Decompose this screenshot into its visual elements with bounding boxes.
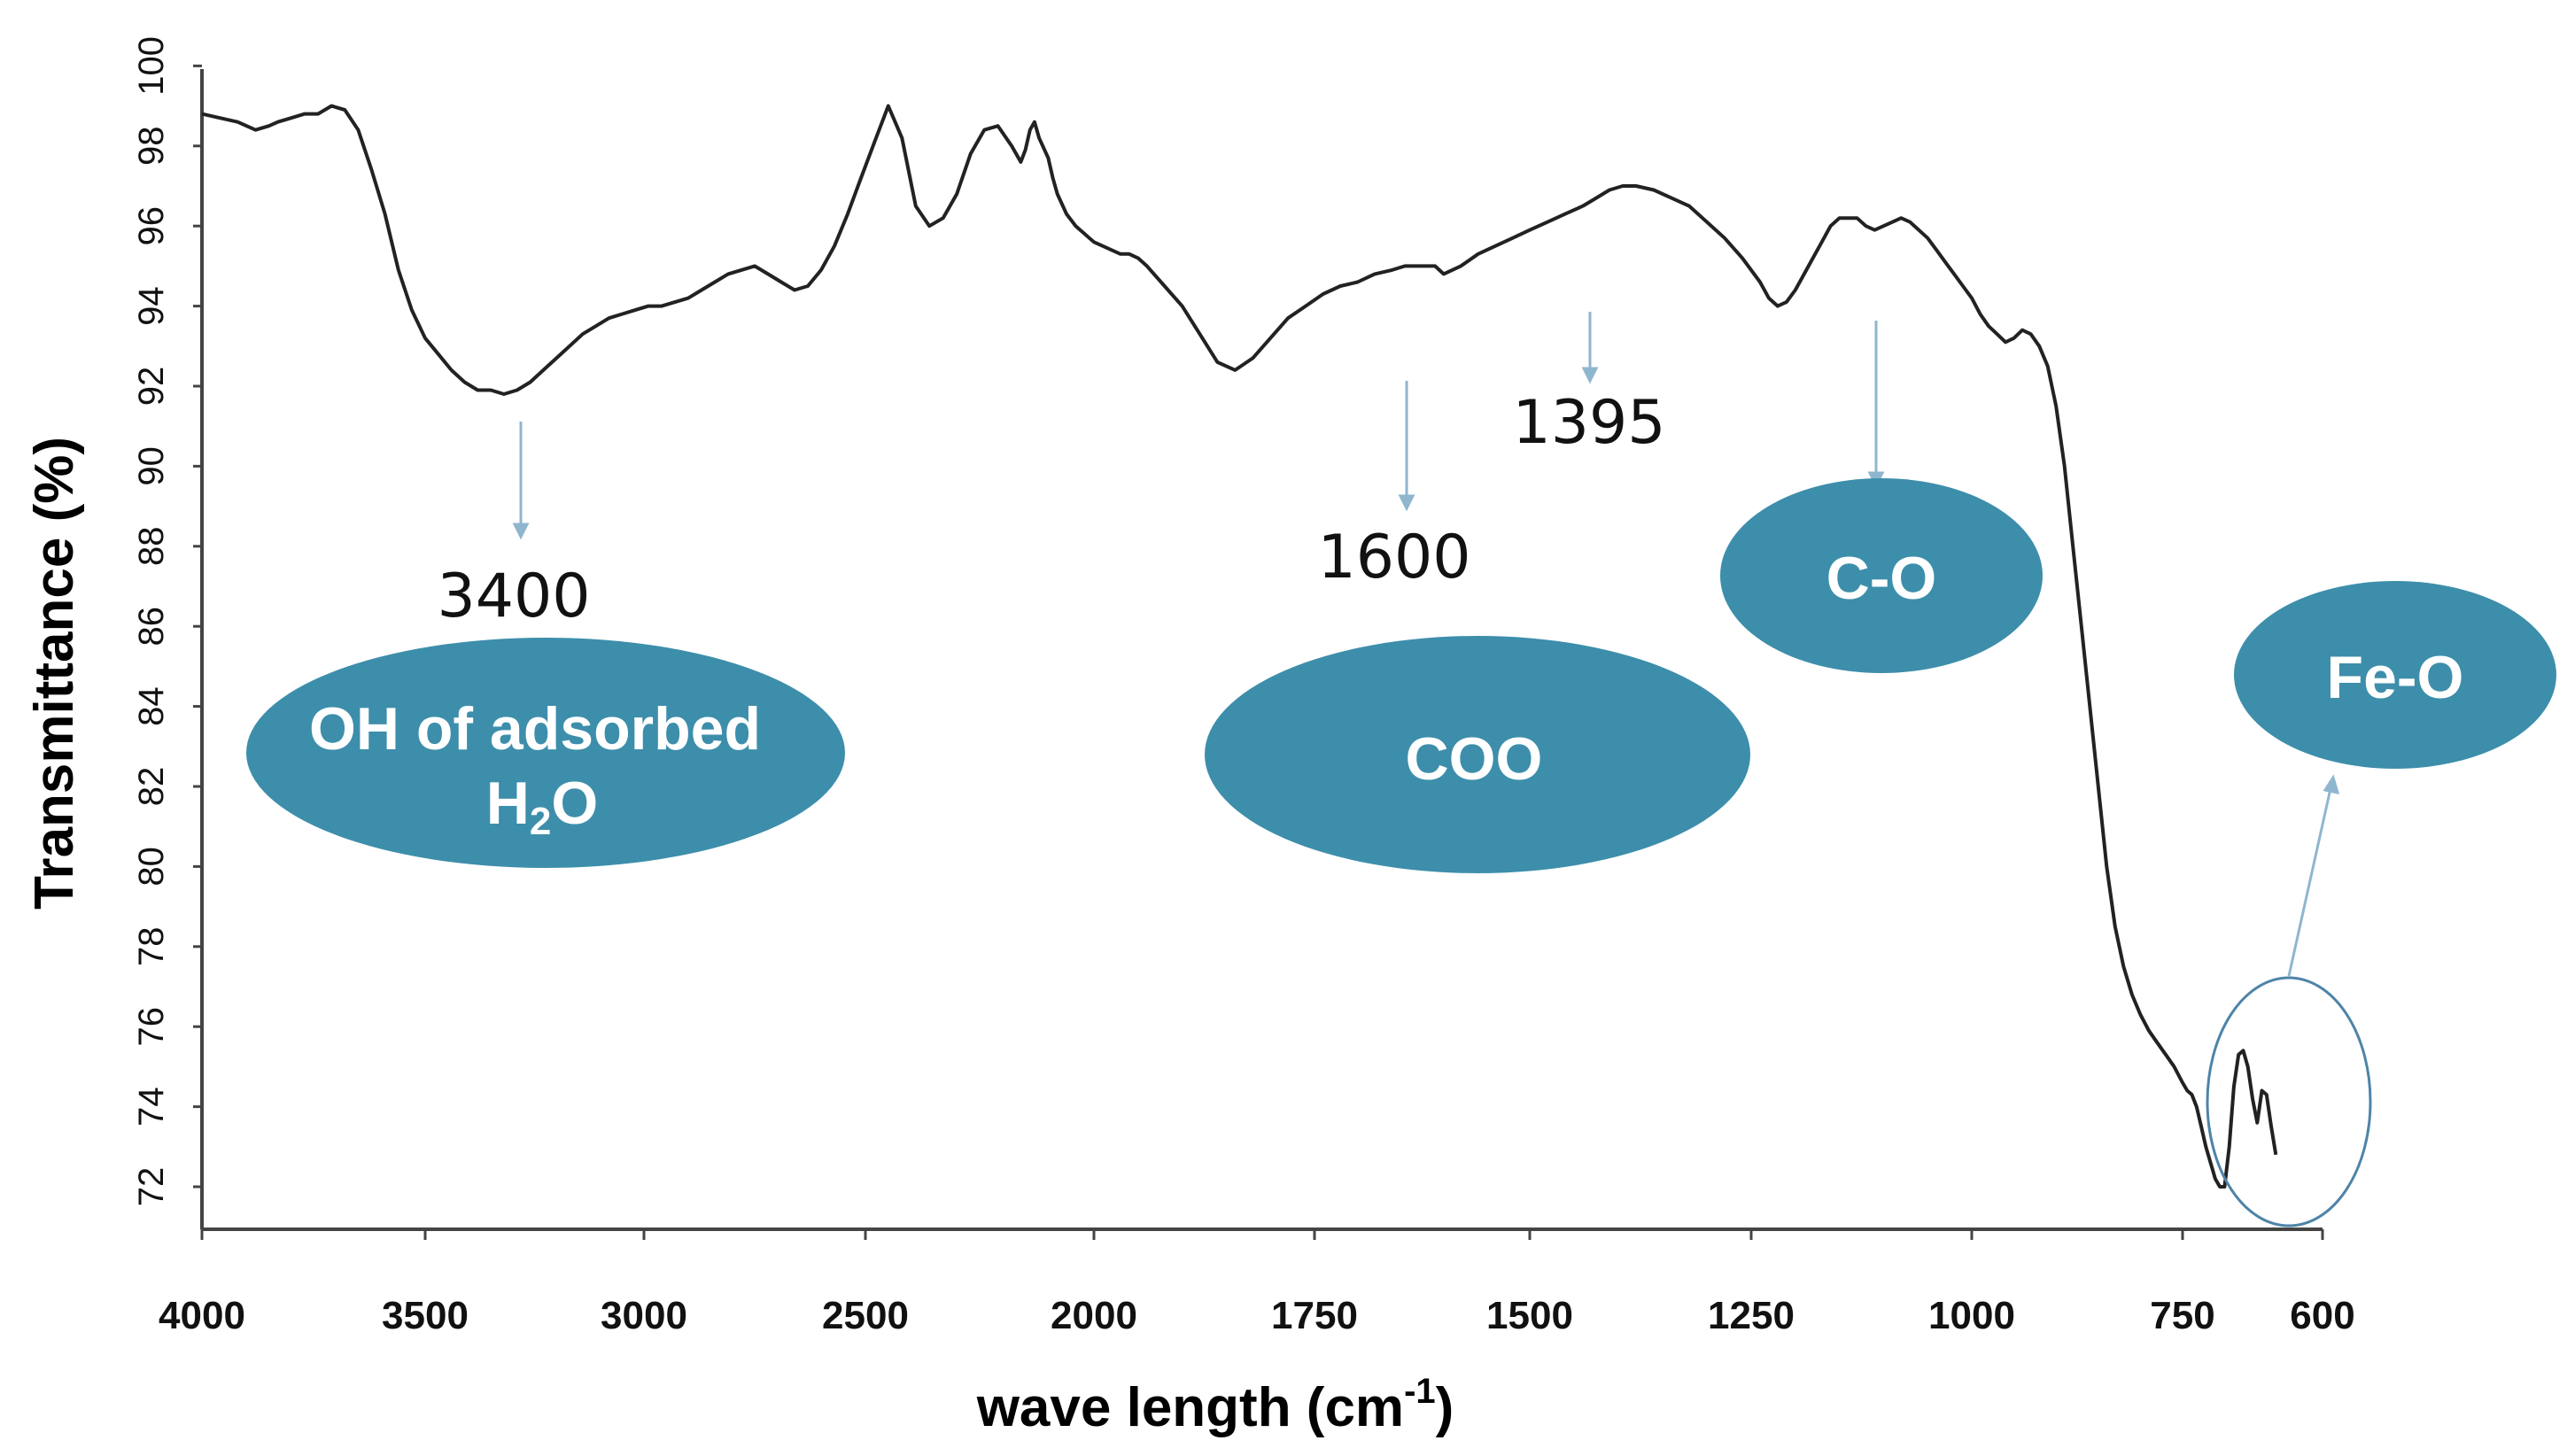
y-tick-label: 88 [132, 527, 171, 567]
ellipse-co-label: C-O [1826, 545, 1937, 612]
ellipse-coo-label: COO [1406, 725, 1543, 793]
x-tick-label: 2000 [1051, 1294, 1137, 1337]
y-tick-label: 84 [132, 686, 171, 726]
y-tick-label: 86 [132, 607, 171, 647]
x-axis-title: wave length (cm-1) [976, 1372, 1454, 1438]
x-tick-label: 1750 [1271, 1294, 1358, 1337]
x-tick-label: 2500 [822, 1294, 909, 1337]
y-tick-label: 80 [132, 847, 171, 887]
peak-label-1600: 1600 [1317, 523, 1470, 592]
feo-region-circle [2206, 976, 2372, 1228]
h2o-subscript: 2 [530, 800, 551, 843]
x-axis-title-main: wave length (cm [976, 1377, 1404, 1438]
peak-label-3400: 3400 [437, 561, 590, 631]
arrow-feo-head [2323, 774, 2340, 794]
arrow-1395-head [1581, 367, 1599, 384]
x-ticks: 4000 3500 3000 2500 2000 1750 1500 1250 1000 750 6… [159, 1229, 2355, 1337]
x-tick-label: 1250 [1708, 1294, 1795, 1337]
arrow-3400-head [512, 523, 530, 540]
y-tick-label: 98 [132, 127, 171, 167]
x-tick-label: 4000 [159, 1294, 245, 1337]
arrow-1600-head [1398, 494, 1415, 512]
x-tick-label: 3500 [382, 1294, 469, 1337]
x-axis-title-close: ) [1436, 1377, 1454, 1438]
ellipse-oh-label-line2: H2O [486, 770, 599, 843]
y-tick-label: 78 [132, 927, 171, 967]
y-tick-label: 94 [132, 286, 171, 326]
o-symbol: O [551, 770, 598, 837]
y-tick-label: 92 [132, 367, 171, 407]
y-tick-label: 82 [132, 767, 171, 807]
arrow-feo [2287, 784, 2333, 977]
x-tick-label: 1000 [1928, 1294, 2015, 1337]
ellipse-co [1720, 478, 2043, 673]
x-axis-title-sup: -1 [1404, 1372, 1436, 1411]
y-axis-title: Transmittance (%) [24, 437, 85, 910]
ellipse-feo-label: Fe-O [2327, 644, 2464, 711]
ellipse-feo [2234, 581, 2556, 769]
h-symbol: H [486, 770, 530, 837]
y-tick-label: 100 [132, 36, 171, 96]
x-tick-label: 3000 [601, 1294, 687, 1337]
y-tick-label: 76 [132, 1007, 171, 1047]
y-ticks: 72 74 76 78 80 82 84 86 88 90 92 94 96 98 100 [132, 36, 202, 1206]
x-tick-label: 600 [2290, 1294, 2354, 1337]
x-tick-label: 750 [2150, 1294, 2214, 1337]
y-tick-label: 72 [132, 1167, 171, 1207]
x-tick-label: 1500 [1486, 1294, 1573, 1337]
ellipse-coo [1205, 636, 1750, 873]
spectrum-line [201, 104, 2278, 1189]
ellipse-oh-label-line1: OH of adsorbed [309, 695, 761, 763]
y-tick-label: 96 [132, 206, 171, 246]
peak-label-1395: 1395 [1512, 388, 1665, 458]
annotation-arrows [512, 312, 2340, 977]
ellipse-oh [246, 638, 845, 868]
y-tick-label: 90 [132, 446, 171, 486]
y-tick-label: 74 [132, 1087, 171, 1127]
